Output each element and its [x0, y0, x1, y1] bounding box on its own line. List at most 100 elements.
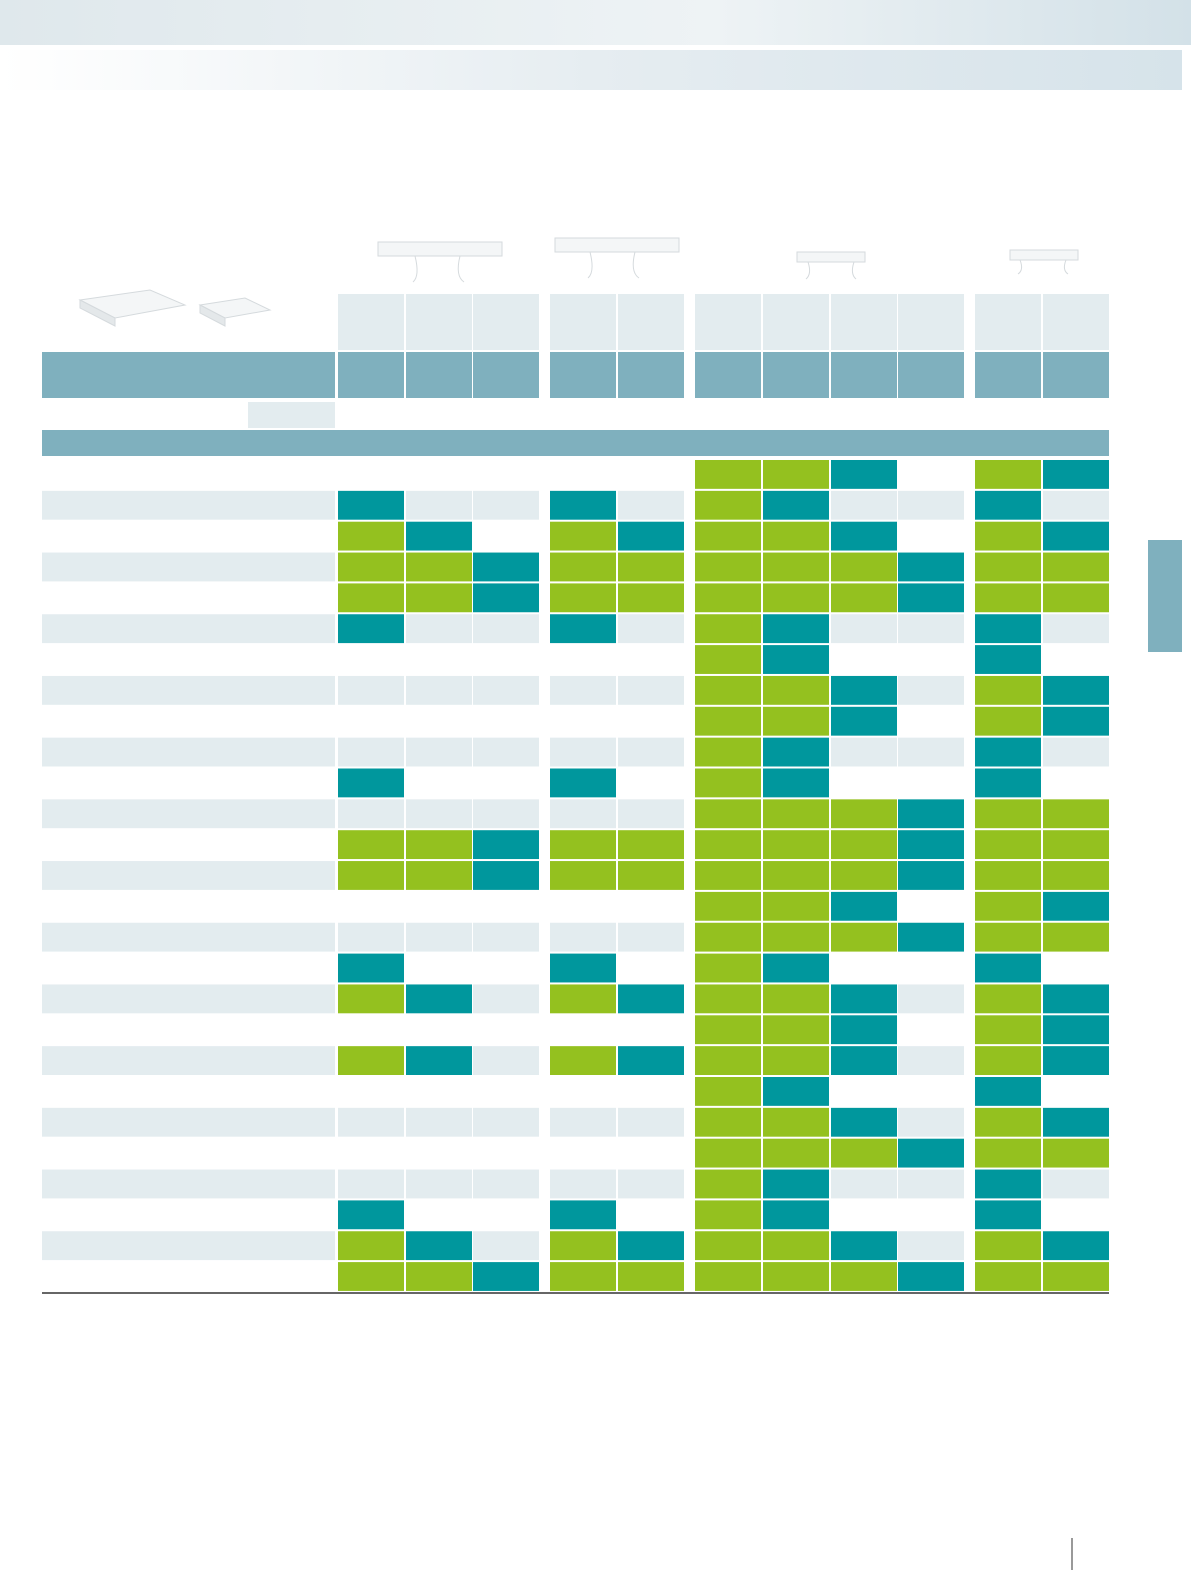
cell: [618, 1262, 684, 1291]
cell: [338, 768, 404, 798]
cell: [763, 1046, 829, 1075]
cell: [550, 922, 616, 952]
cell: [1043, 490, 1109, 520]
cell: [831, 891, 897, 921]
cell: [975, 922, 1041, 952]
cell: [406, 1138, 472, 1168]
cell: [618, 706, 684, 736]
cell: [975, 1077, 1041, 1106]
cell: [338, 1200, 404, 1230]
cell: [831, 1138, 897, 1168]
column-header-cell: [695, 294, 761, 350]
cell: [338, 1262, 404, 1291]
cell: [473, 1077, 539, 1106]
cell: [695, 552, 761, 582]
cell: [338, 583, 404, 613]
cell: [695, 1107, 761, 1137]
cell: [406, 675, 472, 705]
cell: [618, 460, 684, 489]
cell: [338, 675, 404, 705]
cell: [898, 490, 964, 520]
cell: [550, 891, 616, 921]
cell: [338, 706, 404, 736]
cell: [473, 830, 539, 860]
cell: [338, 922, 404, 952]
cell: [975, 737, 1041, 767]
cell: [406, 1077, 472, 1106]
cell: [898, 1138, 964, 1168]
cell: [473, 861, 539, 890]
cell: [1043, 1077, 1109, 1106]
column-header-band: [618, 352, 684, 398]
cell: [831, 706, 897, 736]
cell: [975, 1107, 1041, 1137]
column-header-cell: [975, 294, 1041, 350]
cell: [695, 768, 761, 798]
row-label-stripe: [42, 737, 335, 767]
cell: [406, 490, 472, 520]
cell: [1043, 583, 1109, 613]
small-label-box: [248, 402, 335, 428]
cell: [618, 1015, 684, 1045]
cell: [695, 953, 761, 983]
cell: [338, 460, 404, 489]
cell: [898, 1200, 964, 1230]
cell: [406, 1231, 472, 1261]
column-header-band: [406, 352, 472, 398]
subheader-bar: [0, 50, 1182, 90]
cell: [1043, 1046, 1109, 1075]
cell: [406, 1169, 472, 1199]
cell: [473, 460, 539, 489]
cell: [550, 1231, 616, 1261]
cell: [763, 521, 829, 551]
cell: [898, 460, 964, 489]
column-header-band: [763, 352, 829, 398]
row-label-stripe: [42, 1169, 335, 1199]
cell: [695, 706, 761, 736]
cell: [550, 1077, 616, 1106]
cell: [473, 614, 539, 644]
cell: [473, 891, 539, 921]
cell: [338, 521, 404, 551]
cell: [618, 953, 684, 983]
cell: [406, 1015, 472, 1045]
cell: [975, 460, 1041, 489]
cell: [338, 1138, 404, 1168]
cell: [975, 706, 1041, 736]
cell: [831, 521, 897, 551]
cell: [695, 1262, 761, 1291]
cell: [473, 1200, 539, 1230]
cell: [338, 830, 404, 860]
cell: [763, 1200, 829, 1230]
cell: [406, 768, 472, 798]
cell: [406, 645, 472, 674]
cell: [763, 830, 829, 860]
cell: [1043, 922, 1109, 952]
cell: [763, 1015, 829, 1045]
cell: [763, 799, 829, 829]
cell: [831, 1046, 897, 1075]
cell: [550, 583, 616, 613]
column-header-cell: [1043, 294, 1109, 350]
cell: [763, 490, 829, 520]
cell: [975, 1015, 1041, 1045]
cell: [406, 1107, 472, 1137]
cell: [1043, 1262, 1109, 1291]
row-label-stripe: [42, 1107, 335, 1137]
cell: [831, 830, 897, 860]
cell: [763, 645, 829, 674]
cell: [550, 675, 616, 705]
cell: [831, 1231, 897, 1261]
cell: [763, 1077, 829, 1106]
cell: [1043, 984, 1109, 1014]
column-header-cell: [338, 294, 404, 350]
cell: [975, 583, 1041, 613]
cell: [550, 1169, 616, 1199]
column-header-cell: [763, 294, 829, 350]
cell: [1043, 645, 1109, 674]
cell: [975, 1231, 1041, 1261]
cell: [831, 552, 897, 582]
cell: [975, 552, 1041, 582]
row-label-stripe: [42, 1231, 335, 1261]
cell: [338, 861, 404, 890]
